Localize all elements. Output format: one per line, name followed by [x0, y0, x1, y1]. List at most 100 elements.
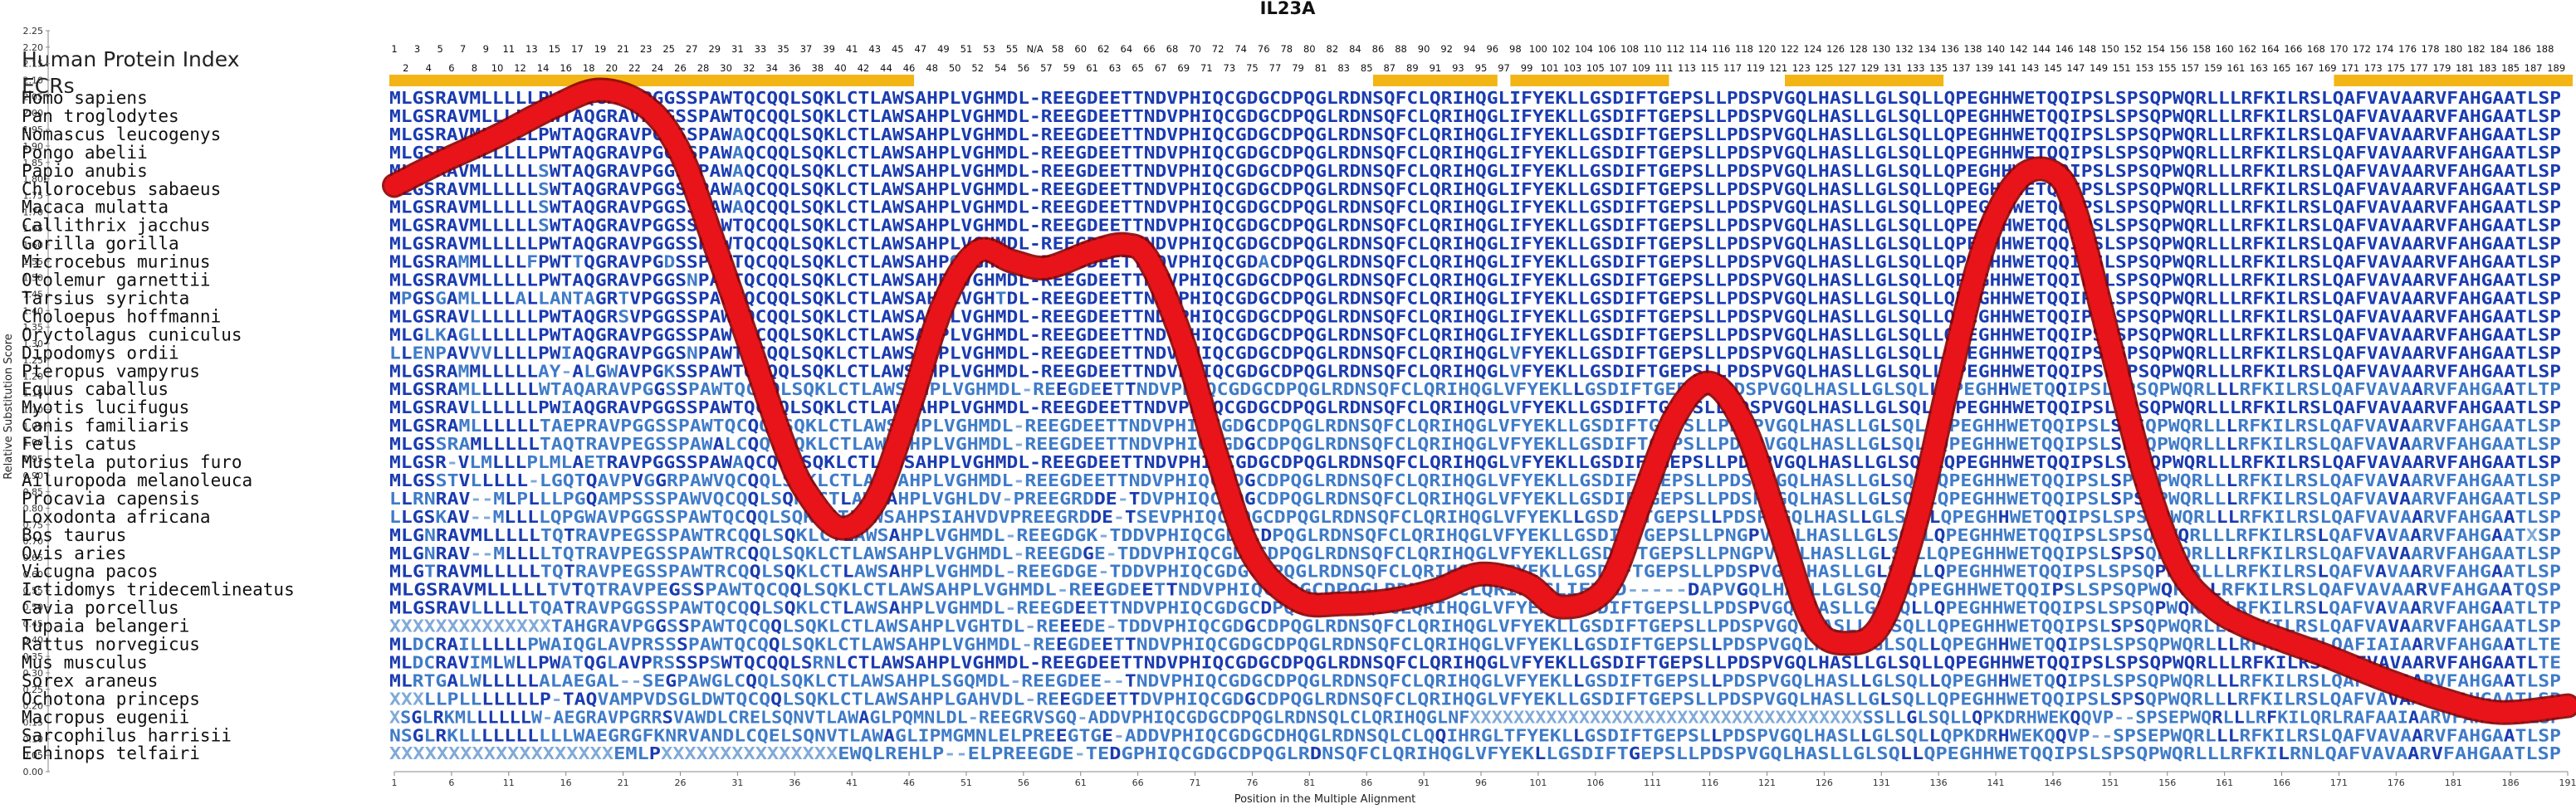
residue-run: MLGS: [389, 470, 436, 490]
residue-run: TAQTRAVPEGSSPAW: [540, 434, 714, 454]
residue-run: -: [1097, 562, 1109, 582]
residue-run: LLLL: [482, 598, 529, 618]
x-tick-label: 111: [1644, 777, 1661, 788]
residue-run: EPSLLPDSPVGQLHASLLGLSQ: [1640, 743, 1900, 763]
species-label: Otolemur garnettii: [22, 270, 211, 290]
residue-run: L: [505, 489, 516, 509]
residue-run: QTRAVPE: [584, 580, 668, 600]
y-tick-label: 0.00: [23, 767, 44, 777]
residue-run: L: [469, 306, 481, 326]
residue-run: E: [1106, 689, 1117, 709]
residue-run: PDSPVGQLHASL: [1723, 379, 1860, 399]
residue-run: MLGSRAV: [389, 306, 469, 326]
residue-run: L: [2226, 543, 2237, 563]
residue-run: S: [2134, 616, 2145, 636]
residue-run: Q: [769, 635, 780, 655]
residue-run: Q: [586, 470, 598, 490]
species-label: Procavia capensis: [22, 489, 200, 509]
curve-point: [2177, 565, 2181, 569]
residue-run: F: [526, 252, 538, 272]
residue-run: XXXXXXXXXXXXXXXXXXXXXXXXXXXXXXXXXXXX: [1469, 707, 1862, 727]
residue-run: -: [1004, 562, 1016, 582]
x-tick-label: 176: [2388, 777, 2405, 788]
sequence-row: XXXXXXXXXXXXXX TAHGRAVPG GSSPAWTQCQ QLSQKLC…: [389, 616, 2561, 636]
curve-point: [2497, 710, 2501, 714]
residue-run: L: [1929, 725, 1941, 745]
residue-run: DE: [1090, 507, 1113, 527]
residue-run: WTAQGRAVPGGSSPAW: [550, 161, 733, 181]
index-label: 179: [2432, 62, 2451, 74]
residue-run: TLTP: [2515, 379, 2561, 399]
species-label: Mus musculus: [22, 652, 148, 672]
residue-run: TQA: [529, 598, 564, 618]
residue-run: ADDVPHIQCGDGCDPQGLRDNSQLCLQRIHQGLNF: [1088, 707, 1469, 727]
index-label: 50: [949, 62, 961, 74]
residue-run: -: [1106, 543, 1117, 563]
index-label: 154: [2147, 43, 2165, 55]
residue-run: T: [564, 598, 575, 618]
residue-run: PDSPVGQLHASL: [1723, 725, 1860, 745]
residue-run: V: [1509, 452, 1521, 472]
residue-run: PAWTQCQ: [688, 635, 769, 655]
index-label: 15: [549, 43, 561, 55]
residue-run: L: [2317, 525, 2329, 545]
residue-run: LLLLPW: [492, 343, 562, 363]
index-label: 32: [743, 62, 755, 74]
residue-run: L: [1923, 562, 1934, 582]
residue-run: L: [1929, 635, 1941, 655]
residue-run: MLGSRAVMLLLLLPWTAQGRAVPGGSSPAWTQCQQLSQKL…: [389, 234, 2561, 254]
curve-point: [1559, 605, 1563, 609]
residue-run: T: [1125, 507, 1136, 527]
index-label: 149: [2090, 62, 2108, 74]
residue-run: G: [1244, 616, 1256, 636]
residue-run: TAHGRAVPG: [551, 616, 655, 636]
curve-point: [2211, 605, 2215, 609]
index-label: 80: [1303, 43, 1316, 55]
curve-point: [1777, 523, 1781, 527]
residue-run: A: [447, 288, 458, 308]
residue-run: D: [1310, 743, 1322, 763]
residue-run: W: [531, 707, 543, 727]
residue-run: -: [1106, 616, 1117, 636]
residue-run: Q: [1934, 562, 1946, 582]
residue-run: A: [2375, 598, 2387, 618]
index-label: 124: [1804, 43, 1822, 55]
index-label: 110: [1644, 43, 1662, 55]
x-tick-label: 16: [560, 777, 572, 788]
index-label: 67: [1155, 62, 1167, 74]
residue-run: L: [1879, 689, 1891, 709]
species-label: Ictidomys tridecemlineatus: [22, 580, 295, 600]
residue-run: L: [2317, 562, 2329, 582]
residue-run: REEGD: [1024, 543, 1083, 563]
y-tick-label: 1.50: [23, 273, 44, 284]
index-label: 100: [1529, 43, 1547, 55]
index-label: 185: [2501, 62, 2520, 74]
index-label: 55: [1006, 43, 1019, 55]
residue-run: -: [1013, 416, 1024, 436]
residue-run: VAWDLCRELSQNVTLAW: [673, 707, 860, 727]
sequence-row: ML RTG ALW LLLLL ALAEGAL -- SE GPAWGLC QQLSQKLCT…: [389, 670, 2561, 690]
residue-run: Q: [770, 616, 782, 636]
residue-run: S: [2110, 434, 2122, 454]
sequence-row: MLGSRAVMLLLLL SWTAQGRAVPGGSSPAW AQCQQLSQKL…: [389, 161, 2561, 181]
residue-run: MLGSRAVMLLLLL: [389, 216, 538, 236]
residue-run: S: [2110, 689, 2122, 709]
index-label: 64: [1121, 43, 1133, 55]
residue-run: RAVMLLLLL: [436, 525, 540, 545]
residue-run: L: [1711, 670, 1723, 690]
residue-run: TV: [547, 580, 571, 600]
index-label: 72: [1212, 43, 1224, 55]
curve-point: [2016, 177, 2021, 181]
curve-point: [747, 342, 751, 346]
y-tick-label: 1.05: [23, 421, 44, 431]
residue-run: LTQTRAVPEGSSPAWTRC: [540, 543, 747, 563]
index-label: 54: [995, 62, 1007, 74]
index-label: 176: [2398, 43, 2417, 55]
index-label: 12: [514, 62, 526, 74]
residue-run: RPAWVQC: [667, 470, 747, 490]
residue-run: A: [2410, 598, 2422, 618]
residue-run: GLPQMNLDL: [869, 707, 967, 727]
index-label: 150: [2101, 43, 2119, 55]
residue-run: A: [883, 725, 895, 745]
index-label: 71: [1200, 62, 1213, 74]
